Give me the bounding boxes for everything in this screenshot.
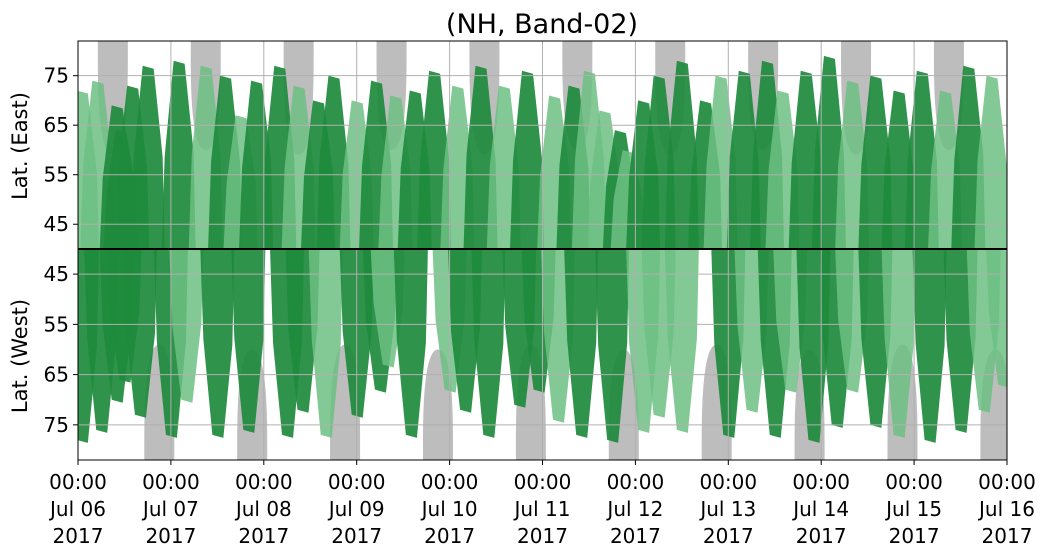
activity-west-6 (169, 249, 204, 403)
activity-west-39 (986, 249, 1007, 388)
plot-area (78, 41, 1007, 460)
grid-layer (78, 41, 1007, 460)
y-tick-label-east-3: 75 (44, 64, 69, 88)
x-tick-label-1: 00:00 Jul 07 2017 (141, 470, 200, 548)
y-tick-label-east-2: 65 (44, 113, 69, 137)
activity-east-6 (161, 60, 196, 249)
x-tick-label-3: 00:00 Jul 09 2017 (327, 470, 386, 548)
activity-west-7 (200, 249, 235, 438)
activity-west-4 (122, 249, 157, 418)
activity-west-11 (308, 249, 343, 438)
axis-layer: 45 55 65 75 75 65 55 45 00:00 Jul 06 2017 00:00 Jul … (44, 64, 1036, 548)
activity-west-35 (881, 249, 916, 438)
y-tick-label-west-1: 65 (44, 363, 69, 387)
activity-east-23 (510, 70, 545, 249)
x-tick-label-7: 00:00 Jul 13 2017 (698, 470, 757, 548)
y-tick-label-west-2: 55 (44, 312, 69, 336)
y-tick-label-east-1: 55 (44, 163, 69, 187)
y-axis-label-west: Lat. (West) (8, 299, 32, 413)
activity-west-15 (393, 249, 428, 438)
activity-west-26 (664, 249, 699, 433)
x-tick-label-4: 00:00 Jul 10 2017 (420, 470, 479, 548)
x-tick-label-2: 00:00 Jul 08 2017 (234, 470, 293, 548)
activity-west-36 (912, 249, 947, 443)
chart-title: (NH, Band-02) (446, 9, 638, 40)
x-tick-label-9: 00:00 Jul 15 2017 (884, 470, 943, 548)
x-tick-label-8: 00:00 Jul 14 2017 (791, 470, 850, 548)
x-tick-label-6: 00:00 Jul 12 2017 (605, 470, 664, 548)
x-tick-label-0: 00:00 Jul 06 2017 (48, 470, 107, 548)
activity-layer (78, 55, 1007, 443)
x-tick-label-5: 00:00 Jul 11 2017 (513, 470, 572, 548)
activity-west-23 (595, 249, 630, 443)
activity-east-46 (974, 75, 1007, 249)
y-tick-label-east-0: 45 (44, 212, 69, 236)
y-tick-label-west-0: 75 (44, 413, 69, 437)
activity-west-22 (564, 249, 599, 438)
y-axis-label-east: Lat. (East) (8, 92, 32, 200)
activity-west-8 (231, 249, 266, 433)
x-tick-label-10: 00:00 Jul 16 2017 (977, 470, 1036, 548)
activity-east-5 (130, 65, 165, 249)
y-tick-label-west-3: 45 (44, 262, 69, 286)
activity-west-18 (471, 249, 506, 438)
